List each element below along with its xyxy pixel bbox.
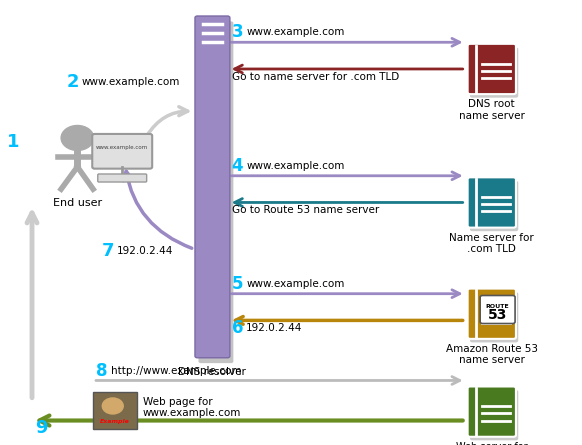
- FancyBboxPatch shape: [470, 48, 518, 97]
- FancyBboxPatch shape: [480, 295, 515, 324]
- Text: 4: 4: [232, 157, 243, 175]
- Text: www.example.com: www.example.com: [81, 77, 180, 87]
- Text: Web page for
www.example.com: Web page for www.example.com: [143, 396, 241, 418]
- Circle shape: [102, 398, 123, 414]
- Text: 7: 7: [102, 243, 114, 260]
- Text: www.example.com: www.example.com: [246, 279, 345, 289]
- Text: www.example.com: www.example.com: [246, 28, 345, 37]
- Text: Web server for
www.example.com 192.0.2.44: Web server for www.example.com 192.0.2.4…: [418, 441, 566, 445]
- FancyBboxPatch shape: [468, 288, 516, 339]
- Text: Name server for
.com TLD: Name server for .com TLD: [449, 232, 534, 254]
- Text: DNS resolver: DNS resolver: [179, 367, 246, 377]
- FancyBboxPatch shape: [93, 134, 152, 169]
- FancyBboxPatch shape: [468, 44, 516, 94]
- Text: 6: 6: [232, 320, 243, 337]
- Text: http://www.example.com: http://www.example.com: [111, 366, 241, 376]
- Text: Go to name server for .com TLD: Go to name server for .com TLD: [232, 72, 399, 82]
- FancyBboxPatch shape: [470, 390, 518, 441]
- Text: Go to Route 53 name server: Go to Route 53 name server: [232, 206, 379, 215]
- Text: 3: 3: [232, 24, 243, 41]
- FancyBboxPatch shape: [470, 181, 518, 231]
- Text: 53: 53: [488, 307, 508, 322]
- Text: www.example.com: www.example.com: [246, 161, 345, 171]
- Text: 1: 1: [7, 134, 19, 151]
- Text: 192.0.2.44: 192.0.2.44: [246, 324, 303, 333]
- Bar: [93, 392, 137, 429]
- FancyBboxPatch shape: [198, 21, 233, 363]
- Text: End user: End user: [53, 198, 102, 208]
- Text: ROUTE: ROUTE: [486, 303, 509, 309]
- Text: 192.0.2.44: 192.0.2.44: [116, 247, 173, 256]
- Circle shape: [61, 125, 94, 150]
- Text: www.example.com: www.example.com: [96, 145, 148, 150]
- FancyBboxPatch shape: [468, 177, 516, 227]
- Text: 9: 9: [35, 419, 47, 437]
- FancyBboxPatch shape: [468, 386, 516, 437]
- Text: Example: Example: [100, 419, 130, 424]
- FancyBboxPatch shape: [98, 174, 147, 182]
- Text: 5: 5: [232, 275, 243, 293]
- FancyBboxPatch shape: [470, 292, 518, 343]
- Text: Amazon Route 53
name server: Amazon Route 53 name server: [446, 344, 538, 365]
- Text: DNS root
name server: DNS root name server: [459, 99, 525, 121]
- Text: 2: 2: [67, 73, 79, 91]
- FancyBboxPatch shape: [195, 16, 230, 358]
- Text: 8: 8: [96, 362, 108, 380]
